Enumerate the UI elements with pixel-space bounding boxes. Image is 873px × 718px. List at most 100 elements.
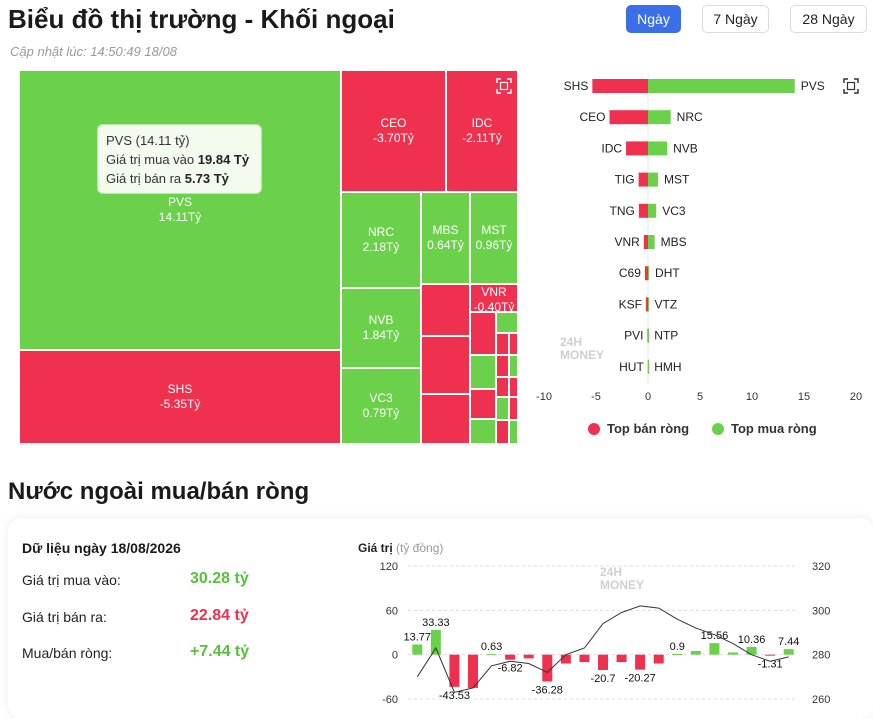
treemap-tile-pvs[interactable]: PVS 14.11Tỷ: [19, 70, 341, 350]
y2-tick-label: 300: [812, 605, 830, 617]
treemap-tile-small[interactable]: [470, 419, 496, 444]
tile-value: 0.79Tỷ: [362, 406, 400, 420]
sell-bar: [609, 110, 648, 125]
y-tick-label: 0: [392, 650, 398, 662]
index-line: [416, 605, 789, 693]
sell-bar: [645, 297, 648, 312]
net-bar: [728, 652, 738, 655]
net-bar: [468, 654, 478, 688]
treemap-tile-small[interactable]: [421, 336, 470, 394]
buy-symbol-label: MST: [664, 173, 690, 187]
range-28-day-button[interactable]: 28 Ngày: [790, 5, 867, 33]
treemap-tile-vnr[interactable]: VNR -0.40Tỷ: [470, 284, 518, 314]
range-day-button[interactable]: Ngày: [626, 5, 681, 33]
buy-symbol-label: NTP: [654, 329, 678, 343]
net-bar: [430, 630, 441, 655]
treemap-tile-small[interactable]: [470, 389, 496, 419]
tile-symbol: NVB: [368, 313, 394, 327]
treemap-tile-small[interactable]: [509, 333, 518, 355]
treemap-tile-small[interactable]: [509, 377, 518, 397]
net-label: Mua/bán ròng:: [22, 645, 113, 661]
expand-treemap-icon[interactable]: [496, 78, 512, 94]
tile-symbol: NRC: [368, 225, 394, 239]
treemap-tile-small[interactable]: [509, 420, 518, 444]
legend-buy[interactable]: Top mua ròng: [712, 421, 817, 436]
y-tick-label: 60: [386, 605, 398, 617]
treemap-tile-small[interactable]: [470, 355, 496, 389]
sell-symbol-label: CEO: [580, 110, 606, 124]
bar-value-label: 15.56: [701, 630, 729, 642]
buy-symbol-label: HMH: [654, 360, 681, 374]
tile-symbol: MBS: [432, 223, 459, 237]
net-bar: [579, 654, 590, 663]
tile-symbol: PVS: [167, 195, 192, 209]
bar-value-label: -20.27: [625, 673, 656, 685]
range-7-day-button[interactable]: 7 Ngày: [702, 5, 769, 33]
sell-symbol-label: IDC: [601, 141, 622, 155]
treemap-tile-vc3[interactable]: VC3 0.79Tỷ: [341, 368, 421, 444]
sell-bar: [626, 141, 648, 156]
tooltip-buy-label: Giá trị mua vào: [106, 152, 195, 167]
tile-symbol: IDC: [471, 116, 493, 130]
buy-bar: [648, 172, 658, 187]
sell-bar: [638, 203, 648, 218]
treemap-tile-small[interactable]: [496, 420, 509, 444]
treemap-tile-small[interactable]: [496, 397, 509, 420]
treemap-tile-nrc[interactable]: NRC 2.18Tỷ: [341, 192, 421, 288]
treemap-tile-small[interactable]: [496, 377, 509, 397]
treemap-tile-ceo[interactable]: CEO -3.70Tỷ: [341, 70, 446, 192]
net-bar: [690, 650, 701, 655]
treemap-tile-small[interactable]: [421, 394, 470, 444]
treemap-tile-nvb[interactable]: NVB 1.84Tỷ: [341, 288, 421, 368]
legend-sell-dot: [588, 422, 600, 435]
treemap-tile-shs[interactable]: SHS -5.35Tỷ: [19, 350, 341, 444]
y2-tick-label: 280: [812, 650, 830, 662]
treemap-tile-small[interactable]: [496, 312, 518, 333]
data-date: Dữ liệu ngày 18/08/2026: [22, 540, 181, 556]
tile-value: -2.11Tỷ: [462, 131, 502, 145]
buy-bar: [648, 266, 650, 281]
treemap-tile-small[interactable]: [496, 355, 509, 377]
y2-tick-label: 260: [812, 694, 830, 706]
buy-symbol-label: DHT: [655, 266, 680, 280]
treemap-tile-small[interactable]: [509, 355, 518, 377]
treemap-tile-mbs[interactable]: MBS 0.64Tỷ: [421, 192, 470, 284]
net-bar: [542, 654, 553, 682]
legend-sell[interactable]: Top bán ròng: [588, 421, 689, 436]
foreign-treemap: PVS 14.11Tỷ SHS -5.35Tỷ CEO -3.70Tỷ IDC …: [19, 70, 518, 444]
net-bar: [765, 654, 776, 656]
net-bar: [523, 654, 534, 659]
net-bar: [560, 654, 571, 664]
x-tick-label: 5: [697, 391, 703, 403]
y-tick-label: 120: [380, 561, 398, 573]
treemap-tile-idc[interactable]: IDC -2.11Tỷ: [446, 70, 518, 192]
net-card: [8, 518, 873, 718]
sell-symbol-label: VNR: [614, 235, 640, 249]
sell-symbol-label: C69: [619, 266, 641, 280]
tile-symbol: VC3: [369, 391, 393, 405]
treemap-tile-small[interactable]: [470, 312, 496, 355]
tile-value: 0.96Tỷ: [475, 238, 513, 252]
tile-symbol: MST: [481, 223, 507, 237]
treemap-tile-small[interactable]: [496, 333, 509, 355]
x-tick-label: 0: [645, 391, 651, 403]
sell-bar: [644, 266, 648, 281]
last-updated: Cập nhật lúc: 14:50:49 18/08: [10, 44, 177, 59]
treemap-tile-mst[interactable]: MST 0.96Tỷ: [470, 192, 518, 284]
tile-value: 0.64Tỷ: [427, 238, 464, 252]
watermark-logo: 24H MONEY: [600, 565, 645, 592]
watermark-logo: 24H MONEY: [560, 335, 605, 362]
tile-value: 14.11Tỷ: [158, 210, 202, 224]
bar-value-label: 0.9: [670, 641, 685, 653]
bar-value-label: 13.77: [404, 631, 432, 643]
buy-symbol-label: NRC: [677, 110, 703, 124]
net-bar: [449, 654, 460, 687]
net-value-chart: Giá trị (tỷ đồng) 120 60 0 -60 320 300 280 260 13…: [358, 541, 830, 706]
bar-value-label: 0.63: [481, 641, 502, 653]
bar-value-label: -36.28: [532, 684, 563, 696]
expand-chart-icon[interactable]: [843, 78, 859, 94]
tile-symbol: SHS: [167, 382, 193, 396]
sell-symbol-label: SHS: [564, 79, 589, 93]
treemap-tile-small[interactable]: [509, 397, 518, 420]
treemap-tile-small[interactable]: [421, 284, 470, 336]
